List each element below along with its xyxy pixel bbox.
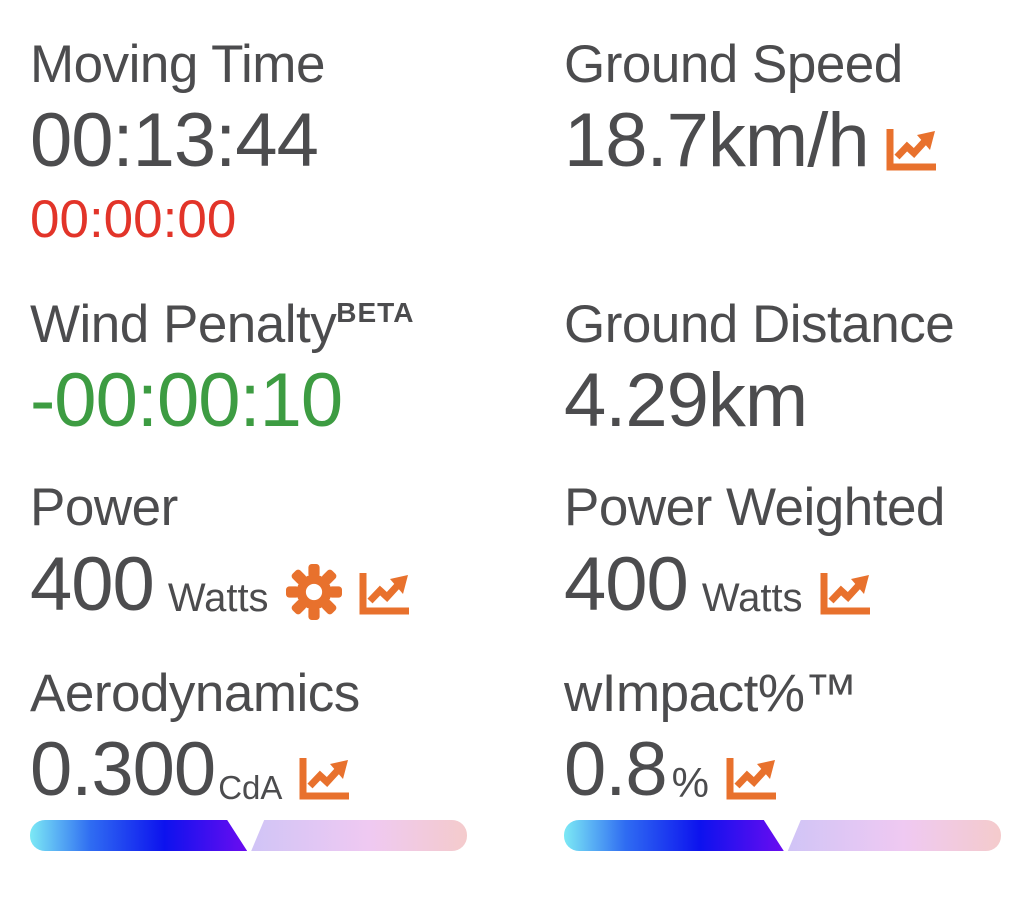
power-unit: Watts bbox=[167, 575, 269, 620]
wimpact-gauge bbox=[564, 819, 1001, 851]
metric-power: Power 400 Watts bbox=[30, 478, 467, 627]
metric-wimpact: wImpact%™ 0.8 % bbox=[564, 663, 1001, 851]
aerodynamics-gauge bbox=[30, 819, 467, 851]
power-weighted-value: 400 bbox=[564, 541, 689, 627]
aerodynamics-label: Aerodynamics bbox=[30, 663, 360, 723]
ground-speed-label: Ground Speed bbox=[564, 35, 903, 94]
ground-speed-value: 18.7km/h bbox=[564, 98, 870, 184]
beta-badge: BETA bbox=[336, 296, 415, 328]
wimpact-value: 0.8 bbox=[564, 726, 668, 812]
aerodynamics-unit: CdA bbox=[218, 768, 283, 806]
gauge-filled-segment bbox=[30, 820, 247, 851]
ground-distance-value: 4.29km bbox=[564, 358, 808, 444]
power-value: 400 bbox=[30, 541, 155, 627]
moving-time-label: Moving Time bbox=[30, 35, 325, 94]
wimpact-unit: % bbox=[671, 758, 710, 806]
metric-power-weighted: Power Weighted 400 Watts bbox=[564, 478, 1001, 627]
power-weighted-label: Power Weighted bbox=[564, 478, 945, 538]
metric-moving-time: Moving Time 00:13:44 00:00:00 bbox=[30, 35, 467, 250]
metric-wind-penalty: Wind PenaltyBETA -00:00:10 bbox=[30, 295, 467, 444]
metric-ground-speed: Ground Speed 18.7km/h bbox=[564, 35, 1001, 246]
chart-line-icon[interactable] bbox=[359, 570, 411, 618]
metrics-row-3: Power 400 Watts Power Weighted 400 Watts bbox=[30, 478, 1001, 627]
gauge-remainder-segment bbox=[251, 819, 467, 851]
metrics-dashboard: Moving Time 00:13:44 00:00:00 Ground Spe… bbox=[30, 35, 1001, 851]
chart-line-icon[interactable] bbox=[886, 126, 938, 174]
wind-penalty-value: -00:00:10 bbox=[30, 358, 343, 444]
chart-line-icon[interactable] bbox=[299, 755, 351, 803]
gear-icon[interactable] bbox=[285, 563, 342, 620]
wind-penalty-label: Wind Penalty bbox=[30, 295, 337, 355]
metric-ground-distance: Ground Distance 4.29km bbox=[564, 295, 1001, 444]
power-label: Power bbox=[30, 478, 178, 538]
gauge-filled-segment bbox=[564, 820, 784, 851]
moving-time-value: 00:13:44 bbox=[30, 98, 319, 184]
moving-time-sub-value: 00:00:00 bbox=[30, 190, 237, 250]
ground-distance-label: Ground Distance bbox=[564, 295, 955, 355]
power-weighted-unit: Watts bbox=[701, 575, 803, 620]
gauge-remainder-segment bbox=[787, 819, 1001, 851]
wimpact-label: wImpact%™ bbox=[564, 663, 857, 723]
aerodynamics-value: 0.300 bbox=[30, 726, 216, 812]
metrics-row-4: Aerodynamics 0.300 CdA wImpact%™ 0.8 % bbox=[30, 663, 1001, 851]
metrics-row-2: Wind PenaltyBETA -00:00:10 Ground Distan… bbox=[30, 295, 1001, 444]
chart-line-icon[interactable] bbox=[726, 755, 778, 803]
metrics-row-1: Moving Time 00:13:44 00:00:00 Ground Spe… bbox=[30, 35, 1001, 250]
chart-line-icon[interactable] bbox=[820, 570, 872, 618]
metric-aerodynamics: Aerodynamics 0.300 CdA bbox=[30, 663, 467, 851]
